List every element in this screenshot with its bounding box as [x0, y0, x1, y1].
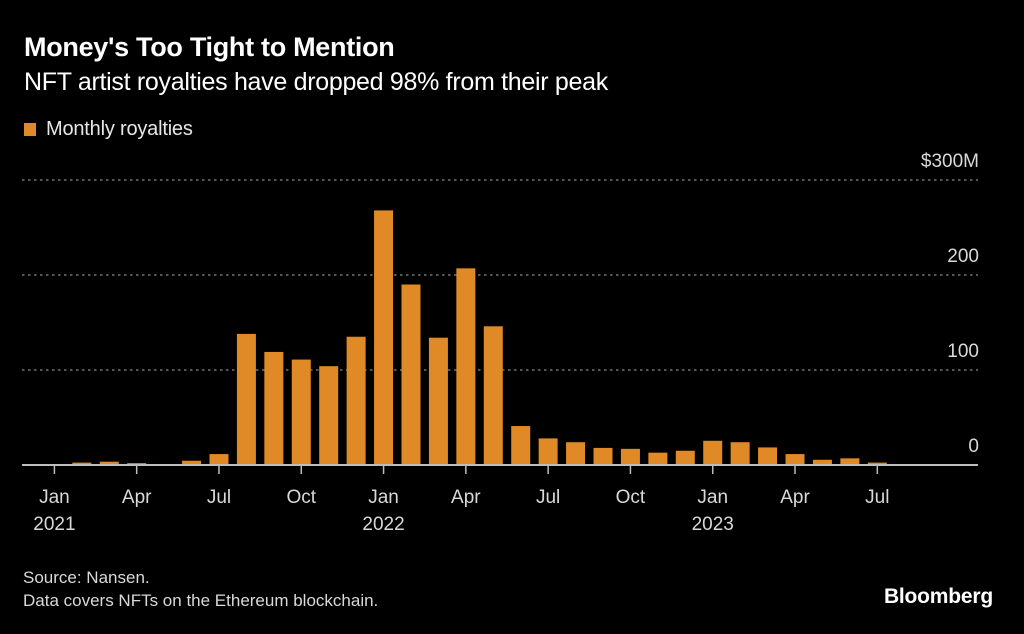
x-tick-label-month: Apr [780, 487, 810, 508]
x-tick-label-year: 2022 [362, 514, 404, 535]
y-tick-label: $300M [921, 151, 979, 172]
bar-2022-06 [511, 426, 531, 465]
bar-2021-11 [319, 366, 339, 465]
x-tick-label-month: Jan [697, 487, 728, 508]
chart-subtitle: NFT artist royalties have dropped 98% fr… [24, 68, 608, 96]
bar-2021-07 [209, 454, 229, 465]
x-tick-label-month: Jul [207, 487, 231, 508]
x-axis-labels: Jan 2021 Apr Jul Oct Jan 2022 Apr Jul Oct Jan 2023 A… [33, 465, 889, 535]
x-tick-label-month: Apr [451, 487, 481, 508]
bar-2023-01 [703, 440, 723, 465]
bar-2023-02 [730, 442, 750, 465]
bar-2023-05 [812, 459, 832, 465]
bar-2021-03 [99, 461, 119, 465]
bar-2022-07 [538, 438, 558, 465]
x-tick-label-month: Oct [616, 487, 646, 508]
x-tick-label-month: Jan [368, 487, 399, 508]
legend: Monthly royalties [24, 118, 193, 141]
bar-2023-06 [840, 458, 860, 465]
data-note-text: Data covers NFTs on the Ethereum blockch… [23, 591, 379, 610]
x-tick-label-year: 2023 [692, 514, 734, 535]
bars [44, 210, 887, 466]
x-tick-label-month: Jul [865, 487, 889, 508]
chart-title: Money's Too Tight to Mention [24, 32, 395, 62]
bar-2022-09 [593, 447, 613, 465]
x-tick-label-month: Jan [39, 487, 70, 508]
bar-2023-07 [867, 462, 887, 465]
x-tick-label-month: Apr [122, 487, 152, 508]
bloomberg-logo: Bloomberg [883, 585, 993, 608]
bar-2021-10 [291, 359, 311, 465]
bar-2022-04 [456, 268, 476, 465]
bar-2021-12 [346, 336, 366, 465]
y-tick-label: 0 [968, 436, 979, 457]
bar-2022-10 [620, 448, 640, 465]
bar-2022-12 [675, 450, 695, 465]
y-tick-label: 200 [947, 246, 979, 267]
bar-2021-06 [182, 460, 202, 465]
bar-2021-09 [264, 351, 284, 465]
bar-2022-03 [428, 337, 448, 465]
bar-2023-04 [785, 454, 805, 465]
bar-2023-03 [758, 447, 778, 465]
legend-label: Monthly royalties [46, 118, 193, 140]
source-text: Source: Nansen. [23, 568, 150, 587]
legend-swatch-icon [24, 123, 36, 136]
bar-2022-08 [566, 442, 586, 465]
bar-2022-11 [648, 452, 668, 465]
x-tick-label-month: Jul [536, 487, 560, 508]
y-tick-label: 100 [947, 341, 979, 362]
bar-2022-02 [401, 284, 421, 465]
bar-2021-02 [72, 462, 92, 465]
bar-2021-08 [236, 333, 256, 465]
y-axis-labels: 0 100 200 $300M [921, 151, 979, 457]
bar-2022-01 [374, 210, 394, 465]
x-tick-label-year: 2021 [33, 514, 75, 535]
source-note: Source: Nansen. Data covers NFTs on the … [23, 566, 378, 612]
bar-2022-05 [483, 326, 503, 465]
x-tick-label-month: Oct [286, 487, 316, 508]
